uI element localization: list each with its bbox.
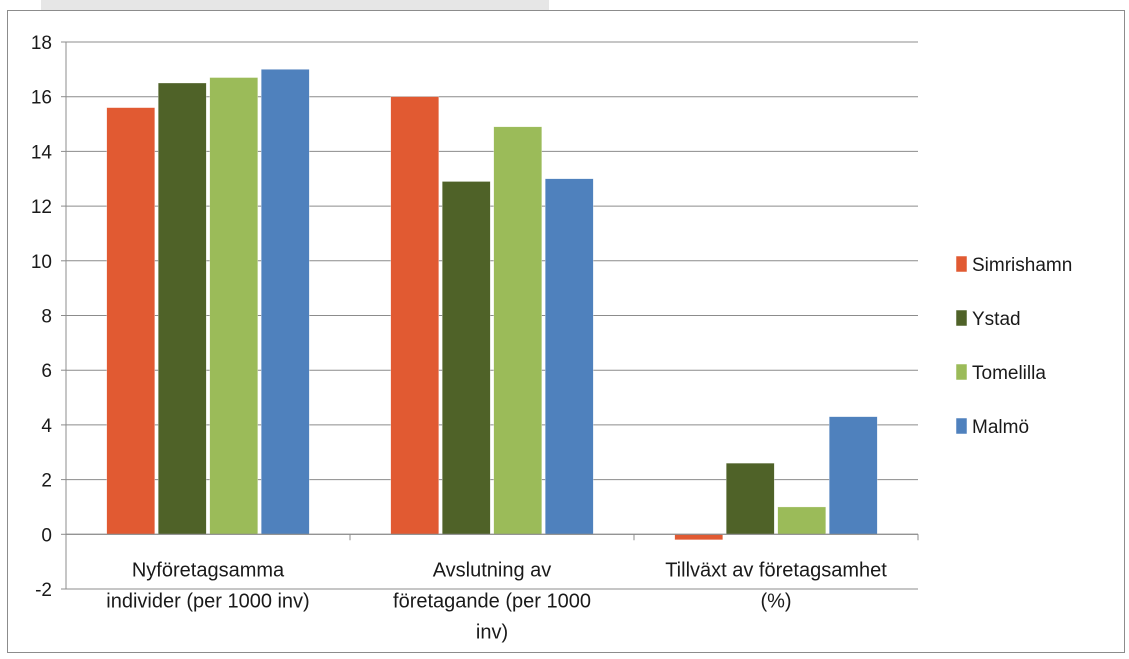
x-category-label: Avslutning av [433,559,552,581]
axes [61,41,919,590]
y-tick-label: 18 [31,33,52,54]
bar-simrishamn [390,96,439,535]
y-tick-label: 8 [41,307,52,328]
y-tick-label: 0 [41,525,52,546]
header-strip [41,0,549,10]
bar-ystad [158,82,207,535]
legend-label: Tomelilla [972,363,1046,384]
legend-label: Ystad [972,309,1021,330]
y-tick-labels: 18 16 14 12 10 8 6 4 2 0 -2 [31,33,53,601]
y-tick-label: 10 [31,252,52,273]
bar-malmö [261,69,310,535]
bar-malmö [545,178,594,535]
x-category-label: Tillväxt av företagsamhet [665,559,887,581]
legend-label: Simrishamn [972,255,1072,276]
bar-simrishamn [674,534,723,541]
y-tick-label: -2 [35,580,52,601]
x-category-label: individer (per 1000 inv) [106,590,309,612]
bar-tomelilla [493,126,542,535]
y-tick-label: 6 [41,361,52,382]
chart-frame: 18 16 14 12 10 8 6 4 2 0 -2 Nyföretagsamma individe… [7,10,1125,653]
legend-label: Malmö [972,417,1029,438]
y-tick-label: 14 [31,142,53,163]
bar-ystad [726,462,775,535]
bar-tomelilla [209,77,258,535]
legend-swatch [955,417,968,435]
x-category-label: Nyföretagsamma [132,559,285,581]
bar-malmö [829,416,878,535]
legend-swatch [955,309,968,327]
bar-simrishamn [106,107,155,535]
y-tick-label: 12 [31,197,52,218]
legend: Simrishamn Ystad Tomelilla Malmö [955,255,1072,438]
x-category-label: (%) [760,590,791,612]
x-category-labels: Nyföretagsamma individer (per 1000 inv) Av… [106,559,887,643]
x-category-label: inv) [476,621,508,643]
bar-tomelilla [777,506,826,535]
bars [106,69,878,541]
bar-ystad [442,181,491,535]
legend-swatch [955,363,968,381]
x-category-label: företagande (per 1000 [393,590,591,612]
y-tick-label: 2 [41,471,52,492]
y-tick-label: 4 [41,416,52,437]
bar-chart: 18 16 14 12 10 8 6 4 2 0 -2 Nyföretagsamma individe… [31,33,1072,643]
legend-swatch [955,255,968,273]
y-tick-label: 16 [31,88,52,109]
